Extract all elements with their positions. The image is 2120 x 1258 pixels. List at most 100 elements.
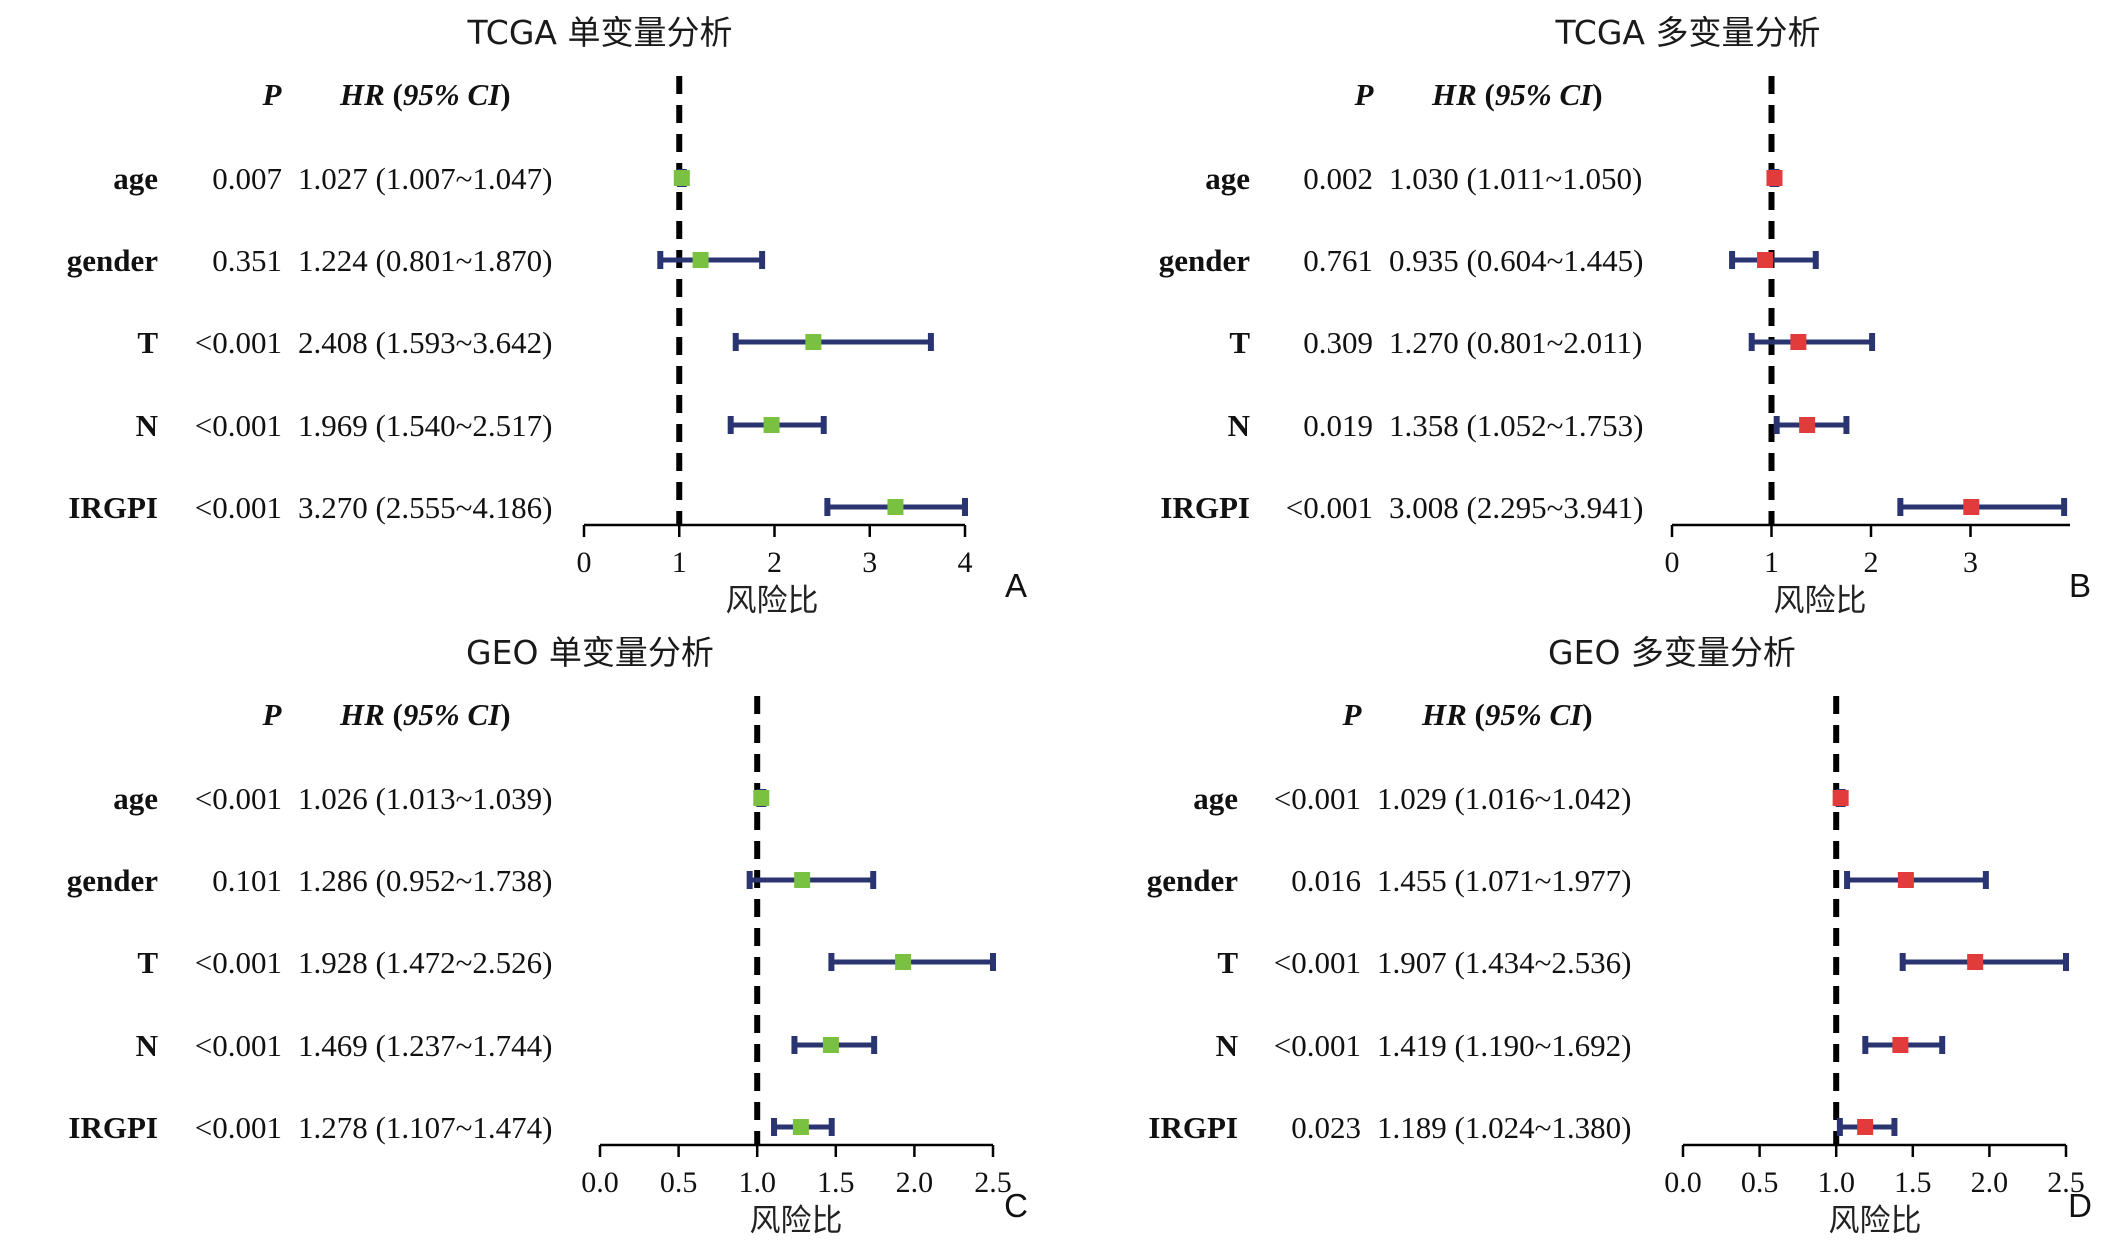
row-variable: T <box>1229 325 1250 360</box>
hr-marker <box>1766 170 1783 186</box>
panel-label: B <box>2069 567 2091 604</box>
row-p-value: <0.001 <box>195 781 282 816</box>
row-p-value: <0.001 <box>1274 781 1361 816</box>
x-tick-label: 2.0 <box>1971 1166 2009 1199</box>
hr-marker <box>763 417 780 433</box>
row-p-value: <0.001 <box>195 490 282 525</box>
hr-marker <box>792 1119 809 1135</box>
header-hr-label: HR <box>1421 697 1475 732</box>
row-hr-ci: 1.469 (1.237~1.744) <box>298 1028 552 1063</box>
row-hr-ci: 1.189 (1.024~1.380) <box>1377 1110 1631 1145</box>
x-tick-label: 2.0 <box>896 1166 934 1199</box>
header-paren-close: ) <box>1582 697 1592 732</box>
row-p-value: <0.001 <box>195 408 282 443</box>
hr-marker <box>1892 1037 1909 1053</box>
x-axis-label: 风险比 <box>750 1203 843 1239</box>
row-variable: T <box>137 325 158 360</box>
row-p-value: 0.101 <box>212 863 282 898</box>
row-variable: N <box>1228 408 1250 443</box>
x-axis-label: 风险比 <box>726 583 819 619</box>
row-variable: T <box>137 945 158 980</box>
hr-marker <box>895 954 912 970</box>
x-tick-label: 2.5 <box>2047 1166 2085 1199</box>
x-tick-label: 1 <box>1764 546 1779 579</box>
row-p-value: 0.023 <box>1291 1110 1361 1145</box>
row-hr-ci: 1.358 (1.052~1.753) <box>1389 408 1643 443</box>
hr-marker <box>1757 252 1774 268</box>
row-hr-ci: 1.270 (0.801~2.011) <box>1389 325 1642 360</box>
row-variable: age <box>1193 781 1238 816</box>
x-tick-label: 3 <box>862 546 877 579</box>
hr-marker <box>822 1037 839 1053</box>
x-tick-label: 2.5 <box>974 1166 1012 1199</box>
x-tick-label: 3 <box>1963 546 1978 579</box>
x-tick-label: 1.5 <box>1894 1166 1932 1199</box>
row-p-value: <0.001 <box>1274 945 1361 980</box>
x-tick-label: 0 <box>1665 546 1680 579</box>
header-paren-close: ) <box>500 77 510 112</box>
row-hr-ci: 1.030 (1.011~1.050) <box>1389 161 1642 196</box>
row-hr-ci: 1.224 (0.801~1.870) <box>298 243 552 278</box>
row-p-value: <0.001 <box>1274 1028 1361 1063</box>
row-hr-ci: 1.928 (1.472~2.526) <box>298 945 552 980</box>
row-hr-ci: 1.029 (1.016~1.042) <box>1377 781 1631 816</box>
hr-marker <box>753 790 770 806</box>
row-p-value: <0.001 <box>195 1110 282 1145</box>
row-variable: N <box>136 1028 158 1063</box>
x-axis-label: 风险比 <box>1829 1203 1922 1239</box>
header-hr: HR (95% CI) <box>339 697 511 732</box>
hr-marker <box>805 334 822 350</box>
header-ci-label: 95% CI <box>1495 77 1593 112</box>
hr-marker <box>1963 499 1980 515</box>
panel-label: C <box>1004 1187 1028 1224</box>
row-variable: N <box>136 408 158 443</box>
row-p-value: <0.001 <box>1286 490 1373 525</box>
row-variable: gender <box>67 863 159 898</box>
hr-marker <box>1790 334 1807 350</box>
header-ci-label: 95% CI <box>403 77 501 112</box>
header-p: P <box>262 77 283 112</box>
row-p-value: <0.001 <box>195 1028 282 1063</box>
x-tick-label: 2 <box>1864 546 1879 579</box>
row-hr-ci: 3.008 (2.295~3.941) <box>1389 490 1643 525</box>
hr-marker <box>673 170 690 186</box>
row-hr-ci: 1.026 (1.013~1.039) <box>298 781 552 816</box>
row-p-value: <0.001 <box>195 945 282 980</box>
row-p-value: 0.007 <box>212 161 282 196</box>
row-variable: IRGPI <box>1160 490 1250 525</box>
forest-panel-b: TCGA 多变量分析 P HR (95% CI) age 0.002 1.030 (1.0… <box>1159 13 2091 619</box>
hr-marker <box>1897 872 1914 888</box>
row-p-value: 0.351 <box>212 243 282 278</box>
row-variable: age <box>113 781 158 816</box>
panel-label: A <box>1005 567 1027 604</box>
hr-marker <box>1799 417 1816 433</box>
row-hr-ci: 1.027 (1.007~1.047) <box>298 161 552 196</box>
row-variable: age <box>1205 161 1250 196</box>
header-hr-label: HR <box>339 77 393 112</box>
header-p: P <box>262 697 283 732</box>
panel-title: TCGA 多变量分析 <box>1555 13 1821 52</box>
x-axis-label: 风险比 <box>1774 583 1867 619</box>
row-p-value: 0.309 <box>1303 325 1373 360</box>
row-p-value: <0.001 <box>195 325 282 360</box>
x-tick-label: 1.0 <box>738 1166 776 1199</box>
row-hr-ci: 1.419 (1.190~1.692) <box>1377 1028 1631 1063</box>
panel-title: TCGA 单变量分析 <box>467 13 733 52</box>
header-hr-label: HR <box>1431 77 1485 112</box>
x-tick-label: 0.5 <box>660 1166 698 1199</box>
x-tick-label: 1.5 <box>817 1166 855 1199</box>
forest-panel-a: TCGA 单变量分析 P HR (95% CI) age 0.007 1.027 (1.0… <box>67 13 1027 619</box>
header-p: P <box>1354 77 1375 112</box>
x-tick-label: 0.0 <box>581 1166 619 1199</box>
forest-panel-d: GEO 多变量分析 P HR (95% CI) age <0.001 1.029 (1.0… <box>1147 633 2092 1239</box>
header-ci-label: 95% CI <box>1485 697 1583 732</box>
header-hr: HR (95% CI) <box>1421 697 1593 732</box>
row-hr-ci: 1.286 (0.952~1.738) <box>298 863 552 898</box>
x-tick-label: 4 <box>958 546 973 579</box>
row-variable: IRGPI <box>1148 1110 1238 1145</box>
row-p-value: 0.019 <box>1303 408 1373 443</box>
row-variable: N <box>1216 1028 1238 1063</box>
panel-title: GEO 单变量分析 <box>466 633 714 672</box>
row-p-value: 0.761 <box>1303 243 1373 278</box>
